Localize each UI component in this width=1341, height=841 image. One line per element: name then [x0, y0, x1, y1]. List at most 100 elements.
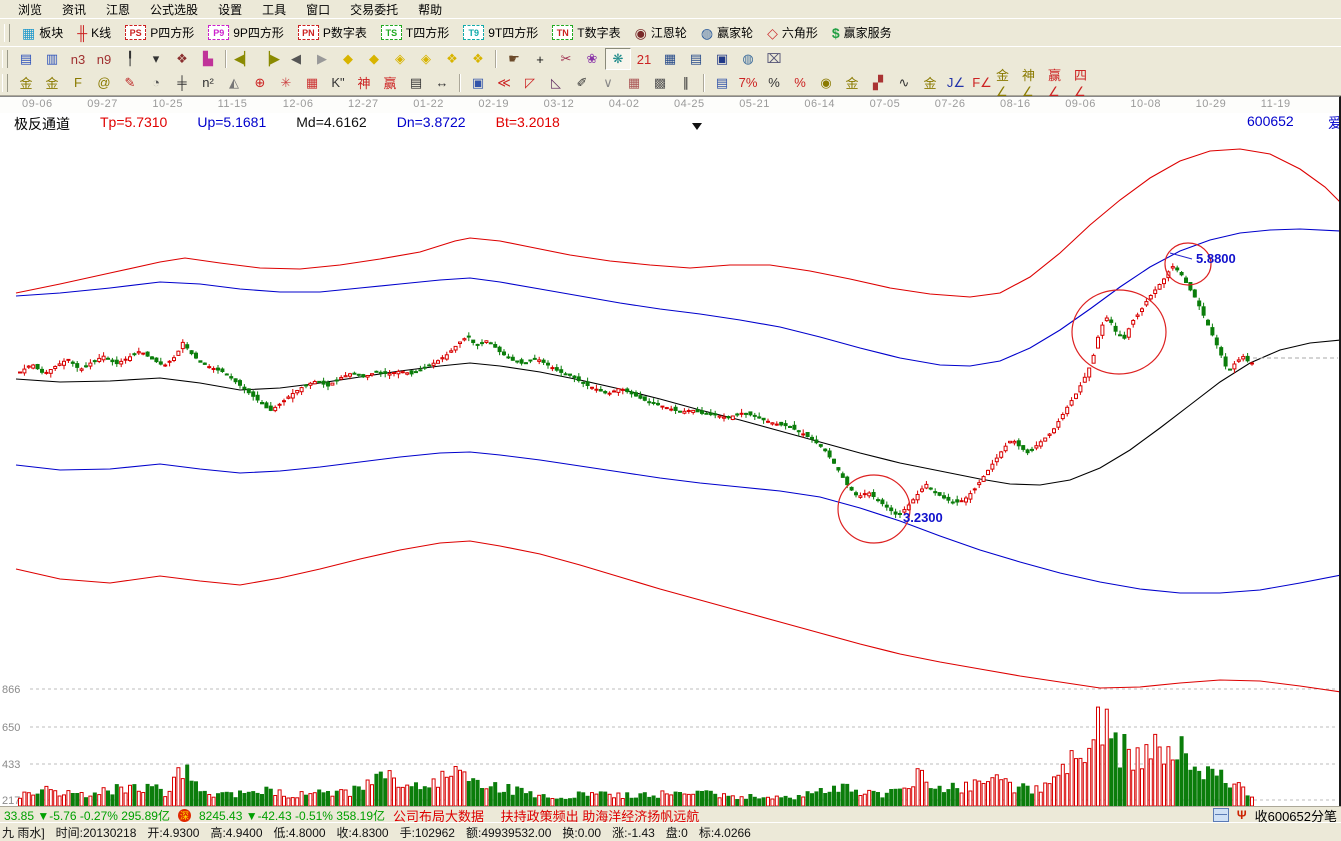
menu-window[interactable]: 窗口 [306, 2, 331, 17]
diamond-h-icon[interactable]: ◈ [395, 51, 405, 66]
fan-dark-icon[interactable]: ◺ [551, 74, 561, 90]
ruler-icon[interactable]: ╪ [177, 75, 187, 90]
percent-line-icon[interactable]: % [794, 75, 806, 90]
table-drag-icon[interactable]: ▣ [471, 74, 485, 90]
stamp-icon[interactable]: ▞ [873, 74, 883, 90]
chart-book-icon[interactable]: ▤ [19, 51, 33, 66]
report-icon[interactable]: ▤ [689, 51, 703, 66]
sectors-button[interactable]: ▦ 板块 [15, 21, 70, 45]
toolbar-drag-handle[interactable] [4, 23, 10, 42]
first-bar-icon[interactable]: ◀▏ [234, 51, 254, 66]
diamond-right-icon[interactable]: ◆ [369, 51, 379, 66]
stats-list-icon[interactable]: ▤ [715, 74, 729, 90]
hand-tool-icon[interactable]: ☛ [508, 51, 520, 66]
winner-wheel-button[interactable]: ◍ 赢家轮 [694, 21, 760, 45]
save-icon[interactable]: ▣ [715, 51, 729, 66]
gann-flower-icon[interactable]: ❖ [176, 51, 188, 66]
kline-3-icon[interactable]: n3 [70, 51, 86, 67]
menu-tools[interactable]: 工具 [262, 2, 287, 17]
kline-9-icon[interactable]: n9 [96, 51, 112, 67]
n2-ruler-icon[interactable]: n² [202, 75, 214, 90]
win-ruler-icon[interactable]: 赢 [383, 76, 397, 91]
percent-strike-icon[interactable]: 7% [738, 75, 758, 90]
brain-icon[interactable]: ❋ [605, 48, 631, 70]
percent-icon[interactable]: % [768, 75, 780, 90]
gold-lines-icon[interactable]: 金 [845, 76, 859, 91]
menu-trade-order[interactable]: 交易委托 [350, 2, 399, 17]
news-ticker[interactable]: 公司布局大数据 扶持政策频出 助海洋经济扬帆远航 [393, 808, 700, 824]
grid-light-icon[interactable]: ▦ [627, 74, 641, 90]
menu-formula-picker[interactable]: 公式选股 [150, 2, 199, 17]
single-candle-icon[interactable]: ╿ [126, 51, 134, 66]
splitter-icon[interactable] [1212, 808, 1229, 822]
calendar-21-icon[interactable]: 21 [636, 51, 652, 67]
toolbar-drag-handle[interactable] [2, 73, 8, 92]
last-bar-icon[interactable]: ▕▶ [260, 51, 280, 66]
crosshair-icon[interactable]: + [536, 51, 544, 67]
wave-levels-icon[interactable]: ∿ [898, 74, 910, 90]
workstation-icon[interactable]: ⌧ [766, 51, 782, 66]
toolbar-drag-handle[interactable] [2, 50, 8, 68]
t-number-button[interactable]: TN T数字表 [545, 21, 627, 45]
prev-bar-icon[interactable]: ◀ [291, 51, 301, 66]
t-square-button[interactable]: TS T四方形 [374, 21, 456, 45]
span-measure-icon[interactable]: ↔ [435, 75, 449, 90]
circle-gold-icon[interactable]: ◉ [820, 74, 832, 90]
nine-t-square-label: 9T四方形 [488, 26, 539, 40]
candle-dropdown-icon[interactable]: ▾ [152, 51, 160, 66]
angle-f-icon[interactable]: F∠ [972, 74, 992, 90]
menu-news[interactable]: 资讯 [62, 2, 87, 17]
menu-browse[interactable]: 浏览 [18, 2, 43, 17]
rocket-pen-icon[interactable]: ✎ [124, 74, 136, 90]
fan-box-icon[interactable]: ◸ [525, 74, 535, 90]
diamond-x-icon[interactable]: ◈ [421, 51, 431, 66]
spiral-icon[interactable]: @ [97, 75, 111, 90]
slant-lines-icon[interactable]: ∥ [682, 74, 690, 90]
circle-cross-icon[interactable]: ⊕ [254, 74, 266, 90]
angle-four-icon[interactable]: 四∠ [1074, 68, 1088, 99]
mirror-a-icon[interactable]: ◭ [229, 74, 239, 90]
angle-j-icon[interactable]: J∠ [946, 74, 966, 90]
ruler-123-icon[interactable]: ▤ [409, 74, 423, 90]
next-bar-icon[interactable]: ▶ [317, 51, 327, 66]
gold-ruler-2-icon[interactable]: 金 [45, 76, 59, 91]
menu-settings[interactable]: 设置 [218, 2, 243, 17]
color-bars-icon[interactable]: ▙ [203, 51, 213, 66]
scissors-icon[interactable]: ✂ [560, 51, 572, 66]
hexagon-button[interactable]: ◇ 六角形 [760, 21, 825, 45]
gold-ruler-1-icon[interactable]: 金 [19, 76, 33, 91]
angle-win-icon[interactable]: 赢∠ [1048, 68, 1062, 99]
grid-target-icon[interactable]: ▦ [305, 74, 319, 90]
calculator-icon[interactable]: ▦ [663, 51, 677, 66]
kline-button[interactable]: ╫ K线 [70, 21, 118, 45]
k-quote-icon[interactable]: K" [331, 75, 345, 90]
clover-icon[interactable]: ❀ [586, 51, 598, 66]
gann-wheel-button[interactable]: ◉ 江恩轮 [628, 21, 694, 45]
gold-under-icon[interactable]: 金 [923, 76, 937, 91]
fib-f-icon[interactable]: F [74, 75, 82, 90]
angle-gold-icon[interactable]: 金∠ [996, 68, 1010, 99]
chart-list-icon[interactable]: ▥ [45, 51, 59, 66]
diamond-grid-icon[interactable]: ❖ [446, 51, 458, 66]
nine-t-square-button[interactable]: T9 9T四方形 [456, 21, 545, 45]
grid-heavy-icon[interactable]: ▩ [653, 74, 667, 90]
v-line-icon[interactable]: ∨ [603, 74, 613, 90]
antenna-icon[interactable]: Ψ [1236, 808, 1247, 822]
nine-p-square-button[interactable]: P9 9P四方形 [201, 21, 291, 45]
chart-canvas[interactable]: 866 650 433 217 5.8800 3.2300 [0, 113, 1341, 807]
menu-gann[interactable]: 江恩 [106, 2, 131, 17]
net-disk-icon[interactable]: ◍ [742, 51, 754, 66]
trend-pen-icon[interactable]: ✐ [576, 74, 588, 90]
star-burst-icon[interactable]: ✳ [280, 74, 292, 90]
fan-rays-icon[interactable]: ≪ [497, 74, 511, 90]
shen-ruler-icon[interactable]: 神 [357, 76, 371, 91]
angle-shen-icon[interactable]: 神∠ [1022, 68, 1036, 99]
diamond-star-icon[interactable]: ❖ [472, 51, 484, 66]
diamond-left-icon[interactable]: ◆ [343, 51, 353, 66]
p-square-button[interactable]: PS P四方形 [118, 21, 201, 45]
winner-service-button[interactable]: $ 赢家服务 [825, 21, 899, 45]
info-field: 盘:0 [665, 825, 688, 840]
circle-gann-icon[interactable]: ◔ [152, 75, 160, 90]
menu-help[interactable]: 帮助 [418, 2, 443, 17]
p-number-button[interactable]: PN P数字表 [291, 21, 374, 45]
